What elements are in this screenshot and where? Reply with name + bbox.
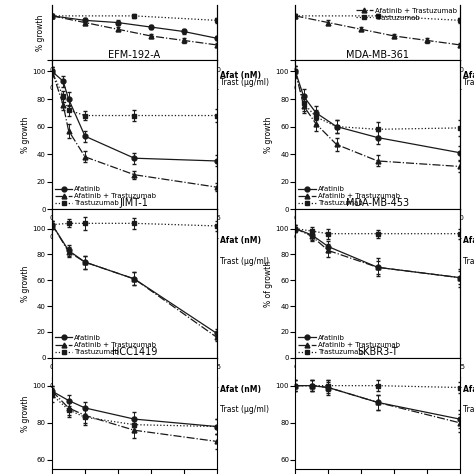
Text: Afat (nM): Afat (nM) xyxy=(463,71,474,80)
Text: Trast (μg/ml): Trast (μg/ml) xyxy=(220,405,269,414)
Legend: Afatinib, Afatinib + Trastuzumab, Trastuzumab: Afatinib, Afatinib + Trastuzumab, Trastu… xyxy=(298,186,401,207)
Y-axis label: % of growth: % of growth xyxy=(264,260,273,307)
Legend: Afatinib, Afatinib + Trastuzumab, Trastuzumab: Afatinib, Afatinib + Trastuzumab, Trastu… xyxy=(298,334,401,356)
Text: Afat (nM): Afat (nM) xyxy=(463,236,474,245)
Y-axis label: % growth: % growth xyxy=(20,265,29,301)
Text: Afat (nM): Afat (nM) xyxy=(220,236,261,245)
Text: Trast (μg/ml): Trast (μg/ml) xyxy=(463,78,474,87)
Text: Trast (μg/ml): Trast (μg/ml) xyxy=(463,405,474,414)
Text: Trast (μg/ml): Trast (μg/ml) xyxy=(220,257,269,266)
Y-axis label: % growth: % growth xyxy=(36,14,45,51)
Legend: Afatinib, Afatinib + Trastuzumab, Trastuzumab: Afatinib, Afatinib + Trastuzumab, Trastu… xyxy=(54,186,157,207)
Text: Trast (μg/ml): Trast (μg/ml) xyxy=(463,257,474,266)
Title: MDA-MB-453: MDA-MB-453 xyxy=(346,198,409,209)
Title: EFM-192-A: EFM-192-A xyxy=(108,50,160,60)
Text: Afat (nM): Afat (nM) xyxy=(220,71,261,80)
Text: Afat (nM): Afat (nM) xyxy=(463,384,474,393)
Title: SKBR3-T: SKBR3-T xyxy=(357,347,398,357)
Y-axis label: % growth: % growth xyxy=(264,117,273,153)
Title: HCC1419: HCC1419 xyxy=(112,347,157,357)
Y-axis label: % growth: % growth xyxy=(20,395,29,432)
Legend: Afatinib, Afatinib + Trastuzumab, Trastuzumab: Afatinib, Afatinib + Trastuzumab, Trastu… xyxy=(54,334,157,356)
Text: Trast (μg/ml): Trast (μg/ml) xyxy=(220,78,269,87)
Title: MDA-MB-361: MDA-MB-361 xyxy=(346,50,409,60)
Text: Afat (nM): Afat (nM) xyxy=(220,384,261,393)
Title: JIMT-1: JIMT-1 xyxy=(120,198,149,209)
Y-axis label: % growth: % growth xyxy=(20,117,29,153)
Legend: Afatinib + Trastuzumab, Trastuzumab: Afatinib + Trastuzumab, Trastuzumab xyxy=(355,7,458,21)
